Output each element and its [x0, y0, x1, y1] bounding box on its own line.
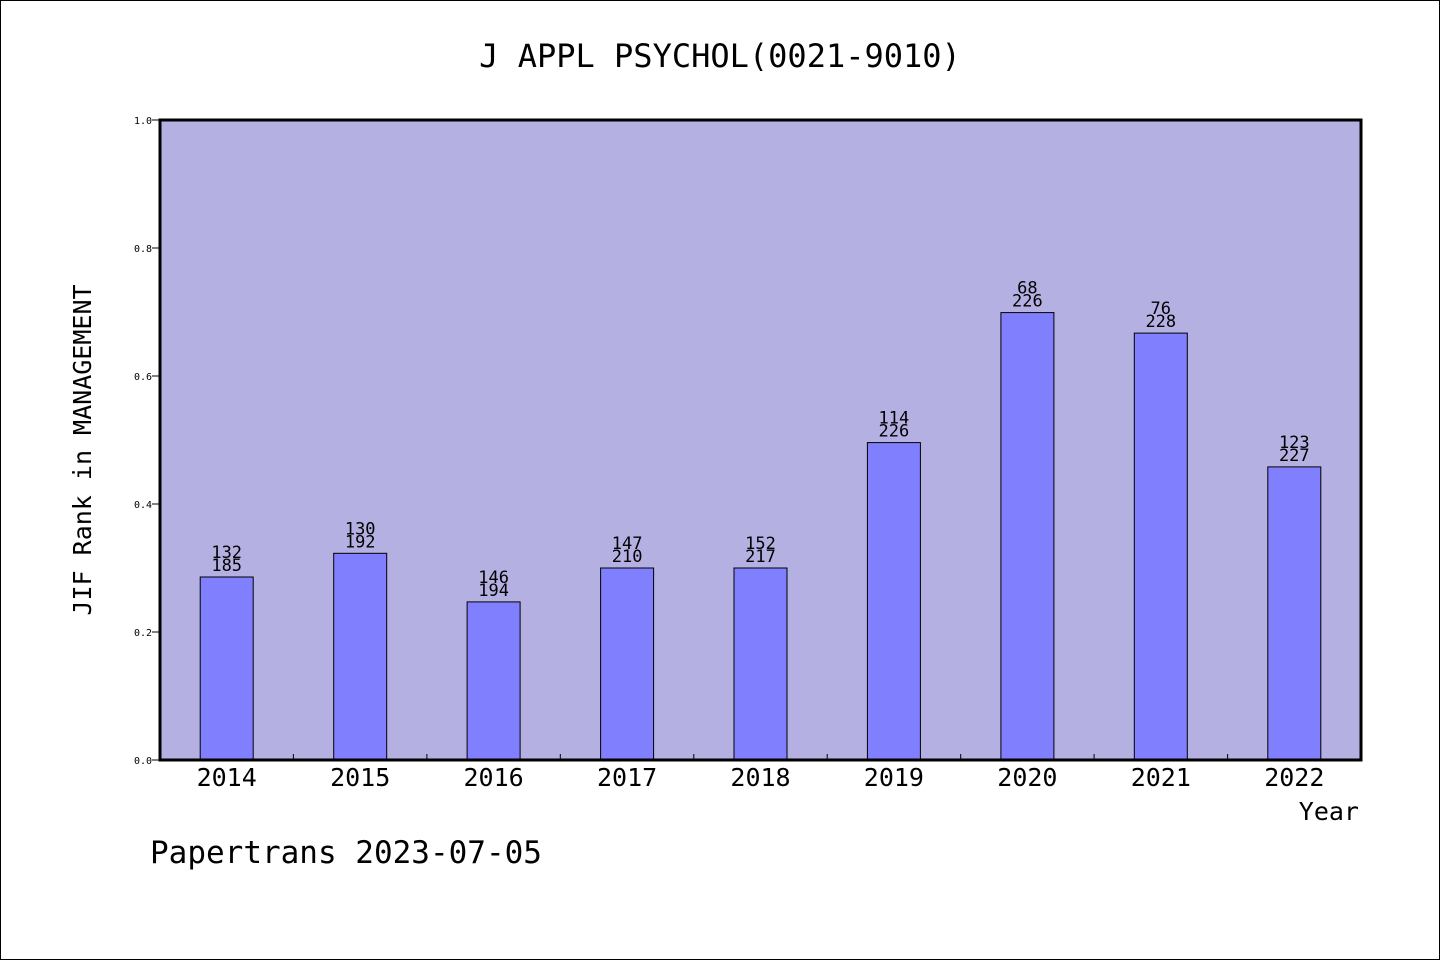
- bar-label-total-2016: 194: [478, 581, 509, 601]
- x-tick-label-2020: 2020: [997, 763, 1057, 792]
- y-tick-label: 0.8: [134, 244, 152, 255]
- x-tick-label-2019: 2019: [864, 763, 924, 792]
- bar-label-rank-2021: 76: [1151, 299, 1171, 319]
- bar-2020: [1000, 312, 1055, 761]
- bars: [199, 312, 1322, 761]
- bar-label-total-2019: 226: [879, 422, 910, 442]
- y-axis-label: JIF Rank in MANAGEMENT: [68, 284, 97, 615]
- x-tick-label-2015: 2015: [330, 763, 390, 792]
- x-tick-label-2018: 2018: [730, 763, 790, 792]
- bar-2021: [1133, 332, 1188, 761]
- bar-label-rank-2017: 147: [612, 534, 643, 554]
- x-axis-ticks: 2014 2015 2016 2017 2018 2019 2020 2021 2022: [197, 754, 1324, 792]
- y-tick-label: 1.0: [134, 116, 152, 127]
- bar-2015: [333, 552, 388, 761]
- bar-label-rank-2016: 146: [478, 568, 509, 588]
- bar-label-rank-2022: 123: [1279, 433, 1310, 453]
- bar-label-total-2022: 227: [1279, 446, 1310, 466]
- y-tick-label: 0.4: [134, 500, 152, 511]
- bar-2017: [600, 567, 655, 761]
- chart-title: J APPL PSYCHOL(0021-9010): [479, 37, 961, 75]
- bar-labels: 1321851301921461941472101522171142266822…: [211, 279, 1309, 601]
- x-tick-label-2022: 2022: [1264, 763, 1324, 792]
- bar-2022: [1267, 466, 1322, 761]
- bar-label-rank-2018: 152: [745, 534, 776, 554]
- bar-label-total-2018: 217: [745, 547, 776, 567]
- bar-label-total-2021: 228: [1145, 312, 1176, 332]
- bar-label-total-2014: 185: [211, 556, 242, 576]
- y-tick-label: 0.0: [134, 756, 152, 767]
- bar-2016: [466, 601, 521, 761]
- bar-label-total-2020: 226: [1012, 292, 1043, 312]
- bar-2019: [866, 442, 921, 761]
- y-axis-ticks: 0.0 0.2 0.4 0.6 0.8 1.0: [134, 116, 160, 767]
- x-tick-label-2017: 2017: [597, 763, 657, 792]
- bar-label-total-2017: 210: [612, 547, 643, 567]
- bar-2018: [733, 567, 788, 761]
- x-axis-label: Year: [1299, 797, 1359, 826]
- bar-2014: [199, 576, 254, 761]
- plot-frame: [158, 118, 1363, 762]
- x-tick-label-2014: 2014: [197, 763, 257, 792]
- x-tick-label-2021: 2021: [1131, 763, 1191, 792]
- y-tick-label: 0.2: [134, 628, 152, 639]
- bar-label-rank-2019: 114: [879, 409, 910, 429]
- bar-label-total-2015: 192: [345, 532, 376, 552]
- bar-label-rank-2020: 68: [1017, 279, 1037, 299]
- bar-label-rank-2014: 132: [211, 543, 242, 563]
- y-tick-label: 0.6: [134, 372, 152, 383]
- footer-credit: Papertrans 2023-07-05: [150, 835, 542, 871]
- bar-label-rank-2015: 130: [345, 519, 376, 539]
- x-tick-label-2016: 2016: [463, 763, 523, 792]
